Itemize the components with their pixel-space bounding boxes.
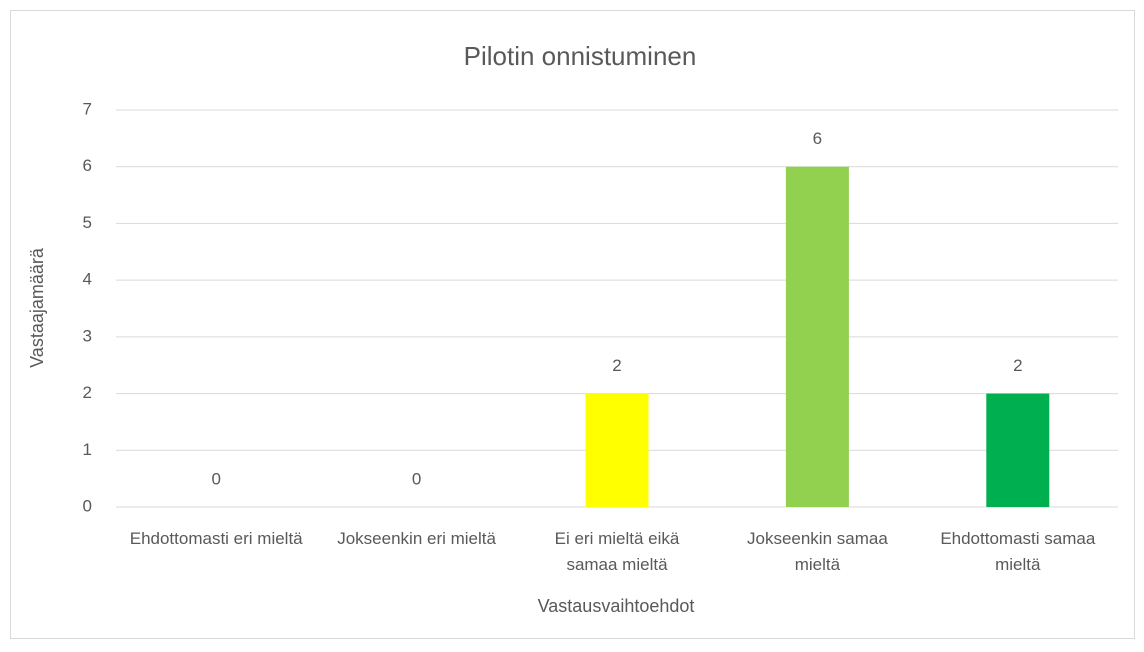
bar [585, 393, 649, 507]
x-tick-label: Ehdottomasti samaa mieltä [940, 529, 1096, 574]
y-tick-label: 4 [83, 270, 92, 289]
y-tick-label: 0 [83, 496, 92, 515]
y-tick-label: 6 [83, 156, 92, 175]
chart-frame [10, 10, 1135, 639]
y-axis-title: Vastaajamäärä [27, 247, 47, 368]
value-label: 0 [211, 469, 220, 488]
x-tick-label: Jokseenkin samaa mieltä [747, 529, 888, 574]
bar [785, 166, 849, 507]
y-tick-label: 5 [83, 213, 92, 232]
value-label: 2 [612, 356, 621, 375]
x-axis-title: Vastausvaihtoehdot [538, 596, 695, 616]
x-tick-label: Jokseenkin eri mieltä [337, 529, 496, 548]
chart-title: Pilotin onnistuminen [464, 41, 697, 71]
x-tick-label: Ei eri mieltä eikä samaa mieltä [555, 529, 680, 574]
y-tick-label: 2 [83, 383, 92, 402]
y-tick-label: 3 [83, 326, 92, 345]
value-label: 0 [412, 469, 421, 488]
value-label: 6 [813, 129, 822, 148]
y-tick-label: 7 [83, 99, 92, 118]
y-tick-label: 1 [83, 440, 92, 459]
bar [986, 393, 1050, 507]
x-tick-label: Ehdottomasti eri mieltä [130, 529, 303, 548]
value-label: 2 [1013, 356, 1022, 375]
